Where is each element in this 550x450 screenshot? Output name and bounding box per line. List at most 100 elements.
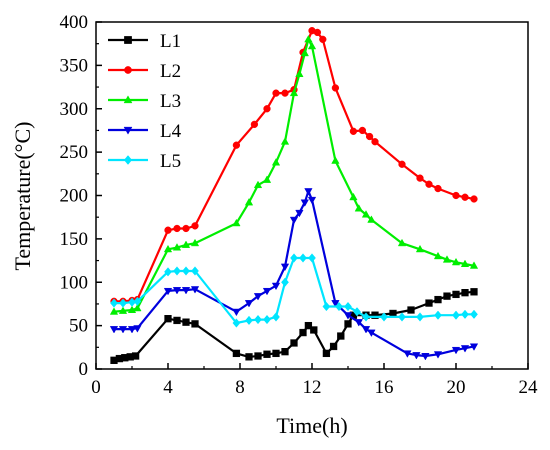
data-point-l3 xyxy=(118,306,128,314)
data-point-l5 xyxy=(164,267,172,277)
data-point-l1 xyxy=(470,288,478,296)
data-point-l2 xyxy=(263,105,271,113)
data-point-l4 xyxy=(280,263,290,272)
data-point-l1 xyxy=(272,349,280,358)
data-point-l3 xyxy=(397,238,407,247)
data-point-l3 xyxy=(469,261,479,269)
data-point-l4 xyxy=(469,343,479,351)
data-point-l1 xyxy=(425,299,433,307)
x-tick-label: 8 xyxy=(235,377,245,398)
data-point-l5 xyxy=(380,312,388,322)
data-point-l1 xyxy=(281,348,289,356)
data-point-l4 xyxy=(253,293,263,301)
data-point-l1 xyxy=(254,352,262,360)
data-point-l4 xyxy=(331,300,340,308)
data-point-l5 xyxy=(470,309,478,319)
legend-marker-l4 xyxy=(123,126,133,135)
data-point-l5 xyxy=(110,298,118,308)
data-point-l4 xyxy=(118,326,128,334)
legend-item-l2: L2 xyxy=(108,61,181,82)
data-point-l3 xyxy=(109,307,119,315)
data-point-l5 xyxy=(232,318,241,328)
y-tick-label: 250 xyxy=(60,142,89,163)
series-l3 xyxy=(109,34,479,315)
data-point-l3 xyxy=(415,244,425,253)
data-point-l4 xyxy=(262,287,272,296)
data-point-l3 xyxy=(172,243,182,251)
data-point-l2 xyxy=(398,160,406,168)
data-point-l3 xyxy=(354,204,363,212)
data-point-l2 xyxy=(191,222,199,230)
legend-label-l1: L1 xyxy=(160,31,181,52)
data-point-l4 xyxy=(304,188,313,196)
data-point-l4 xyxy=(460,345,470,353)
data-point-l4 xyxy=(307,196,317,205)
legend-label-l4: L4 xyxy=(160,121,182,142)
data-point-l1 xyxy=(310,326,318,334)
data-point-l4 xyxy=(403,350,412,358)
data-point-l3 xyxy=(133,303,142,312)
data-point-l1 xyxy=(173,316,181,325)
data-point-l5 xyxy=(362,312,370,322)
legend-label-l3: L3 xyxy=(160,91,181,112)
data-point-l2 xyxy=(371,138,379,146)
data-point-l5 xyxy=(322,301,331,312)
data-point-l4 xyxy=(109,326,119,334)
plot-frame xyxy=(95,21,529,370)
data-point-l2 xyxy=(452,191,460,200)
data-point-l3 xyxy=(451,257,461,266)
y-tick-label: 300 xyxy=(60,99,89,120)
data-point-l5 xyxy=(452,310,460,320)
data-point-l4 xyxy=(367,329,376,337)
data-point-l1 xyxy=(245,353,253,361)
data-point-l4 xyxy=(412,352,421,360)
legend: L1 L2 L3 L4 L5 xyxy=(108,31,182,172)
data-point-l3 xyxy=(367,215,376,223)
data-point-l3 xyxy=(433,251,443,260)
x-tick-label: 12 xyxy=(303,377,322,398)
data-point-l5 xyxy=(173,266,181,276)
legend-item-l1: L1 xyxy=(108,31,181,52)
data-point-l1 xyxy=(191,320,199,328)
data-point-l3 xyxy=(331,156,340,164)
data-point-l2 xyxy=(281,89,289,97)
data-point-l2 xyxy=(349,127,358,135)
y-tick-label: 350 xyxy=(60,55,89,76)
series-layer xyxy=(109,27,479,364)
legend-marker-l3 xyxy=(123,95,133,104)
y-axis-title: Temperature(°C) xyxy=(10,122,35,271)
legend-item-l5: L5 xyxy=(108,151,181,172)
data-point-l4 xyxy=(190,286,200,294)
data-point-l1 xyxy=(452,290,460,299)
data-point-l4 xyxy=(172,287,182,295)
data-point-l1 xyxy=(344,320,352,328)
data-point-l4 xyxy=(289,216,299,225)
data-point-l4 xyxy=(244,300,254,308)
series-line-l1 xyxy=(113,290,475,362)
data-point-l3 xyxy=(300,48,309,57)
legend-marker-l5 xyxy=(123,155,133,165)
data-point-l3 xyxy=(181,240,191,248)
data-point-l3 xyxy=(262,175,272,183)
data-point-l1 xyxy=(434,295,442,304)
data-point-l3 xyxy=(244,198,254,206)
x-tick-label: 4 xyxy=(163,377,173,398)
data-point-l1 xyxy=(304,321,313,330)
data-point-l1 xyxy=(299,328,307,337)
data-point-l1 xyxy=(164,315,172,323)
axis-ticks: 0 4 8 12 16 20 24 0 50 100 150 200 250 300 350 400 xyxy=(60,12,539,398)
legend-item-l3: L3 xyxy=(108,91,181,112)
data-point-l5 xyxy=(191,266,199,276)
data-point-l1 xyxy=(290,339,298,347)
data-point-l5 xyxy=(290,253,298,263)
data-point-l1 xyxy=(337,332,345,340)
data-point-l4 xyxy=(295,209,304,218)
y-tick-label: 100 xyxy=(60,272,89,293)
y-tick-label: 200 xyxy=(60,186,89,207)
data-point-l4 xyxy=(421,353,430,361)
y-tick-label: 150 xyxy=(60,229,89,250)
data-point-l5 xyxy=(398,312,406,322)
y-tick-label: 50 xyxy=(69,316,88,337)
data-point-l5 xyxy=(254,314,262,325)
